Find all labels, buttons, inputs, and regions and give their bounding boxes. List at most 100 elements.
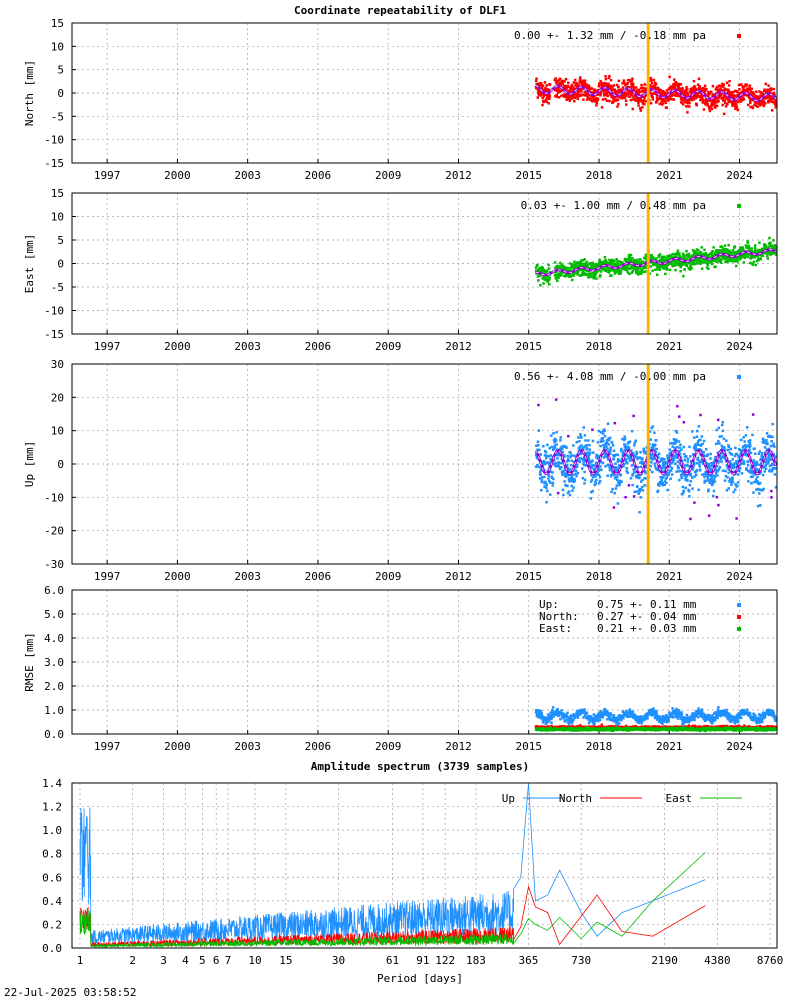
- point-up: [753, 452, 757, 455]
- point-up: [645, 464, 648, 467]
- point-north: [739, 100, 743, 103]
- point-north: [769, 100, 773, 103]
- point-up: [695, 468, 699, 472]
- point-north: [681, 101, 684, 105]
- point-north: [561, 82, 564, 86]
- point-up: [765, 432, 769, 435]
- point-up: [628, 715, 631, 718]
- point-east: [681, 255, 684, 258]
- point-up: [649, 464, 652, 468]
- point-up: [540, 712, 544, 715]
- point-east: [703, 248, 706, 252]
- point-north: [748, 84, 752, 87]
- point-up: [585, 712, 589, 715]
- point-up: [711, 462, 714, 466]
- point-up: [592, 464, 595, 467]
- point-east: [547, 267, 551, 270]
- point-north: [722, 85, 725, 88]
- point-up: [683, 458, 687, 462]
- x-tick-label: 2024: [726, 340, 753, 353]
- point-outlier: [554, 398, 558, 401]
- point-north: [557, 87, 560, 90]
- point-east: [628, 255, 631, 258]
- point-north: [649, 83, 652, 87]
- point-up: [544, 461, 547, 464]
- point-up: [571, 444, 575, 447]
- point-up: [615, 466, 618, 469]
- point-east: [688, 254, 691, 258]
- point-up: [642, 719, 645, 722]
- point-up: [546, 443, 549, 447]
- point-east: [592, 264, 596, 268]
- point-east: [717, 251, 721, 254]
- point-up: [545, 483, 548, 486]
- point-north: [701, 101, 704, 104]
- point-up: [549, 458, 553, 462]
- point-east: [539, 267, 542, 270]
- point-up: [692, 446, 696, 449]
- point-up: [639, 496, 642, 499]
- point-up: [579, 457, 582, 460]
- point-east: [685, 263, 689, 267]
- point-up: [543, 716, 547, 720]
- point-north: [758, 104, 762, 107]
- point-north: [554, 78, 558, 81]
- point-east: [739, 246, 742, 249]
- point-east: [560, 263, 564, 267]
- point-up: [721, 447, 724, 450]
- point-north: [771, 100, 774, 104]
- point-up: [683, 474, 687, 477]
- point-up: [689, 479, 693, 483]
- y-axis-label: East [mm]: [23, 234, 36, 294]
- point-up: [728, 718, 732, 722]
- point-up: [605, 441, 609, 445]
- point-up: [711, 714, 714, 717]
- point-up: [565, 446, 568, 449]
- point-east: [539, 284, 542, 287]
- point-north: [724, 105, 728, 108]
- point-up: [602, 439, 605, 443]
- point-north: [650, 81, 654, 85]
- point-north: [537, 93, 541, 97]
- point-north: [631, 82, 635, 86]
- point-north: [643, 83, 646, 86]
- point-up: [661, 481, 665, 485]
- point-north: [605, 82, 608, 86]
- point-north: [630, 82, 633, 86]
- point-up: [654, 715, 657, 718]
- point-up: [633, 444, 636, 447]
- point-up: [644, 450, 647, 454]
- point-north: [664, 101, 668, 105]
- point-up: [551, 484, 554, 487]
- point-east: [545, 275, 548, 279]
- point-north: [617, 85, 620, 89]
- point-east: [614, 265, 618, 268]
- point-east: [749, 261, 752, 265]
- point-east: [713, 254, 717, 257]
- point-up: [734, 446, 737, 450]
- point-up: [641, 478, 644, 482]
- point-north: [749, 101, 752, 105]
- point-up: [539, 453, 542, 456]
- point-north: [615, 92, 618, 95]
- point-north: [631, 107, 635, 111]
- point-up: [756, 487, 760, 491]
- x-tick-label: 2018: [586, 340, 613, 353]
- point-up: [703, 714, 707, 717]
- point-east: [688, 267, 692, 271]
- point-up: [711, 716, 715, 720]
- point-up: [639, 465, 643, 469]
- point-north: [717, 99, 720, 103]
- point-up: [701, 462, 705, 465]
- point-up: [666, 456, 670, 460]
- point-up: [654, 714, 657, 717]
- point-east: [632, 260, 635, 264]
- point-up: [571, 477, 575, 481]
- point-up: [599, 431, 603, 434]
- point-up: [716, 708, 720, 712]
- point-up: [758, 492, 761, 495]
- point-north: [604, 75, 607, 78]
- point-up: [692, 713, 695, 717]
- point-up: [547, 477, 550, 480]
- point-north: [708, 109, 712, 113]
